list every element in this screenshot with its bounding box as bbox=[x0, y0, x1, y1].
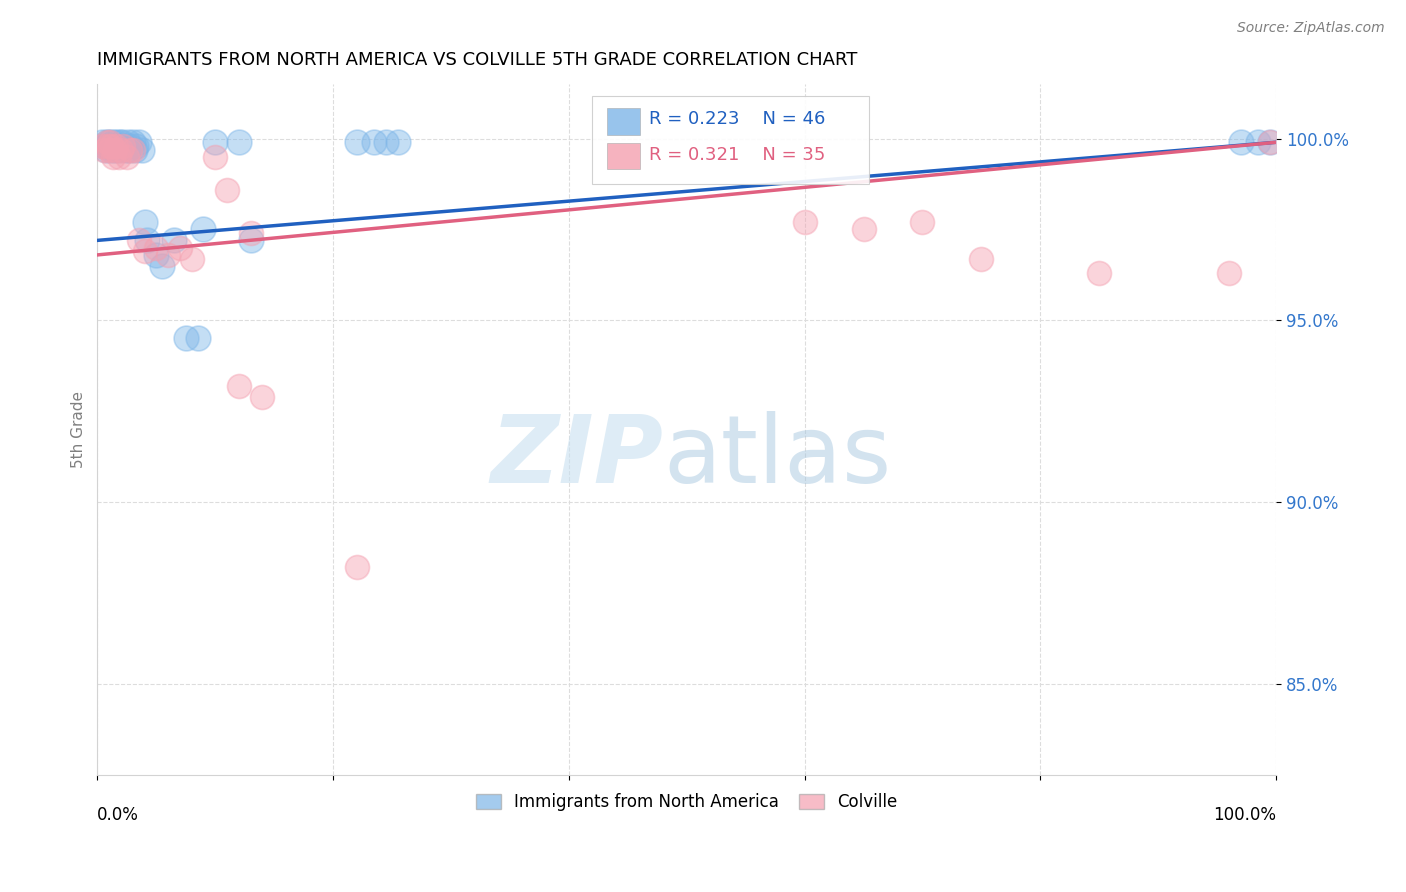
Point bbox=[145, 241, 167, 255]
Point bbox=[135, 233, 157, 247]
Point bbox=[131, 143, 153, 157]
Point bbox=[107, 150, 129, 164]
Point bbox=[852, 222, 875, 236]
Point bbox=[134, 215, 156, 229]
Point bbox=[111, 135, 134, 149]
Point bbox=[970, 252, 993, 266]
Point bbox=[204, 135, 226, 149]
Point bbox=[128, 135, 150, 149]
Point bbox=[125, 139, 148, 153]
Point bbox=[1258, 135, 1281, 149]
Text: 0.0%: 0.0% bbox=[97, 805, 139, 823]
Point bbox=[98, 135, 121, 149]
Point bbox=[105, 139, 128, 153]
Point bbox=[114, 143, 136, 157]
Point bbox=[115, 139, 138, 153]
Point bbox=[98, 143, 121, 157]
Point bbox=[124, 143, 146, 157]
Point bbox=[100, 143, 122, 157]
Point bbox=[128, 233, 150, 247]
Text: ZIP: ZIP bbox=[491, 411, 664, 503]
Point bbox=[100, 139, 122, 153]
Point bbox=[1088, 266, 1111, 280]
Point bbox=[204, 150, 226, 164]
Point bbox=[91, 135, 114, 149]
Point bbox=[375, 135, 398, 149]
Point bbox=[98, 135, 121, 149]
Point bbox=[97, 139, 120, 153]
Text: 100.0%: 100.0% bbox=[1213, 805, 1277, 823]
Point bbox=[1258, 135, 1281, 149]
Point bbox=[346, 135, 368, 149]
Point bbox=[96, 135, 118, 149]
Point bbox=[104, 143, 127, 157]
Point bbox=[252, 390, 274, 404]
Point bbox=[363, 135, 385, 149]
Point bbox=[121, 143, 143, 157]
Point bbox=[187, 331, 209, 345]
Point bbox=[110, 139, 132, 153]
Point bbox=[239, 233, 262, 247]
Point bbox=[104, 143, 127, 157]
Point bbox=[112, 139, 135, 153]
Point bbox=[911, 215, 934, 229]
Point bbox=[228, 378, 250, 392]
Point bbox=[115, 150, 138, 164]
Point bbox=[239, 226, 262, 240]
Text: Source: ZipAtlas.com: Source: ZipAtlas.com bbox=[1237, 21, 1385, 35]
Point bbox=[1247, 135, 1270, 149]
Point bbox=[1218, 266, 1240, 280]
FancyBboxPatch shape bbox=[606, 108, 640, 135]
Point bbox=[94, 143, 117, 157]
Point bbox=[163, 233, 186, 247]
Point bbox=[118, 143, 141, 157]
Point bbox=[1229, 135, 1251, 149]
Point bbox=[793, 215, 815, 229]
Point bbox=[105, 135, 128, 149]
Text: R = 0.223    N = 46: R = 0.223 N = 46 bbox=[650, 110, 825, 128]
Point bbox=[121, 135, 143, 149]
Point bbox=[346, 560, 368, 574]
Point bbox=[98, 139, 121, 153]
Text: atlas: atlas bbox=[664, 411, 891, 503]
Point bbox=[108, 135, 131, 149]
Point bbox=[169, 241, 191, 255]
Legend: Immigrants from North America, Colville: Immigrants from North America, Colville bbox=[470, 787, 904, 818]
Point bbox=[174, 331, 197, 345]
Point bbox=[215, 182, 238, 196]
Point bbox=[157, 248, 180, 262]
Point bbox=[180, 252, 202, 266]
Point bbox=[101, 135, 124, 149]
Point bbox=[105, 139, 128, 153]
Point bbox=[93, 143, 115, 157]
Point bbox=[145, 248, 167, 262]
Point bbox=[117, 135, 139, 149]
FancyBboxPatch shape bbox=[592, 95, 869, 185]
FancyBboxPatch shape bbox=[606, 143, 640, 169]
Point bbox=[96, 135, 118, 149]
Point bbox=[110, 143, 132, 157]
Point bbox=[112, 139, 135, 153]
Point bbox=[387, 135, 409, 149]
Point bbox=[91, 139, 114, 153]
Point bbox=[120, 139, 142, 153]
Point bbox=[134, 244, 156, 259]
Text: IMMIGRANTS FROM NORTH AMERICA VS COLVILLE 5TH GRADE CORRELATION CHART: IMMIGRANTS FROM NORTH AMERICA VS COLVILL… bbox=[97, 51, 858, 69]
Point bbox=[228, 135, 250, 149]
Point bbox=[193, 222, 215, 236]
Text: R = 0.321    N = 35: R = 0.321 N = 35 bbox=[650, 146, 825, 164]
Y-axis label: 5th Grade: 5th Grade bbox=[72, 391, 86, 467]
Point bbox=[150, 259, 173, 273]
Point bbox=[97, 139, 120, 153]
Point bbox=[107, 143, 129, 157]
Point bbox=[103, 139, 125, 153]
Point bbox=[101, 150, 124, 164]
Point bbox=[93, 139, 115, 153]
Point bbox=[120, 143, 142, 157]
